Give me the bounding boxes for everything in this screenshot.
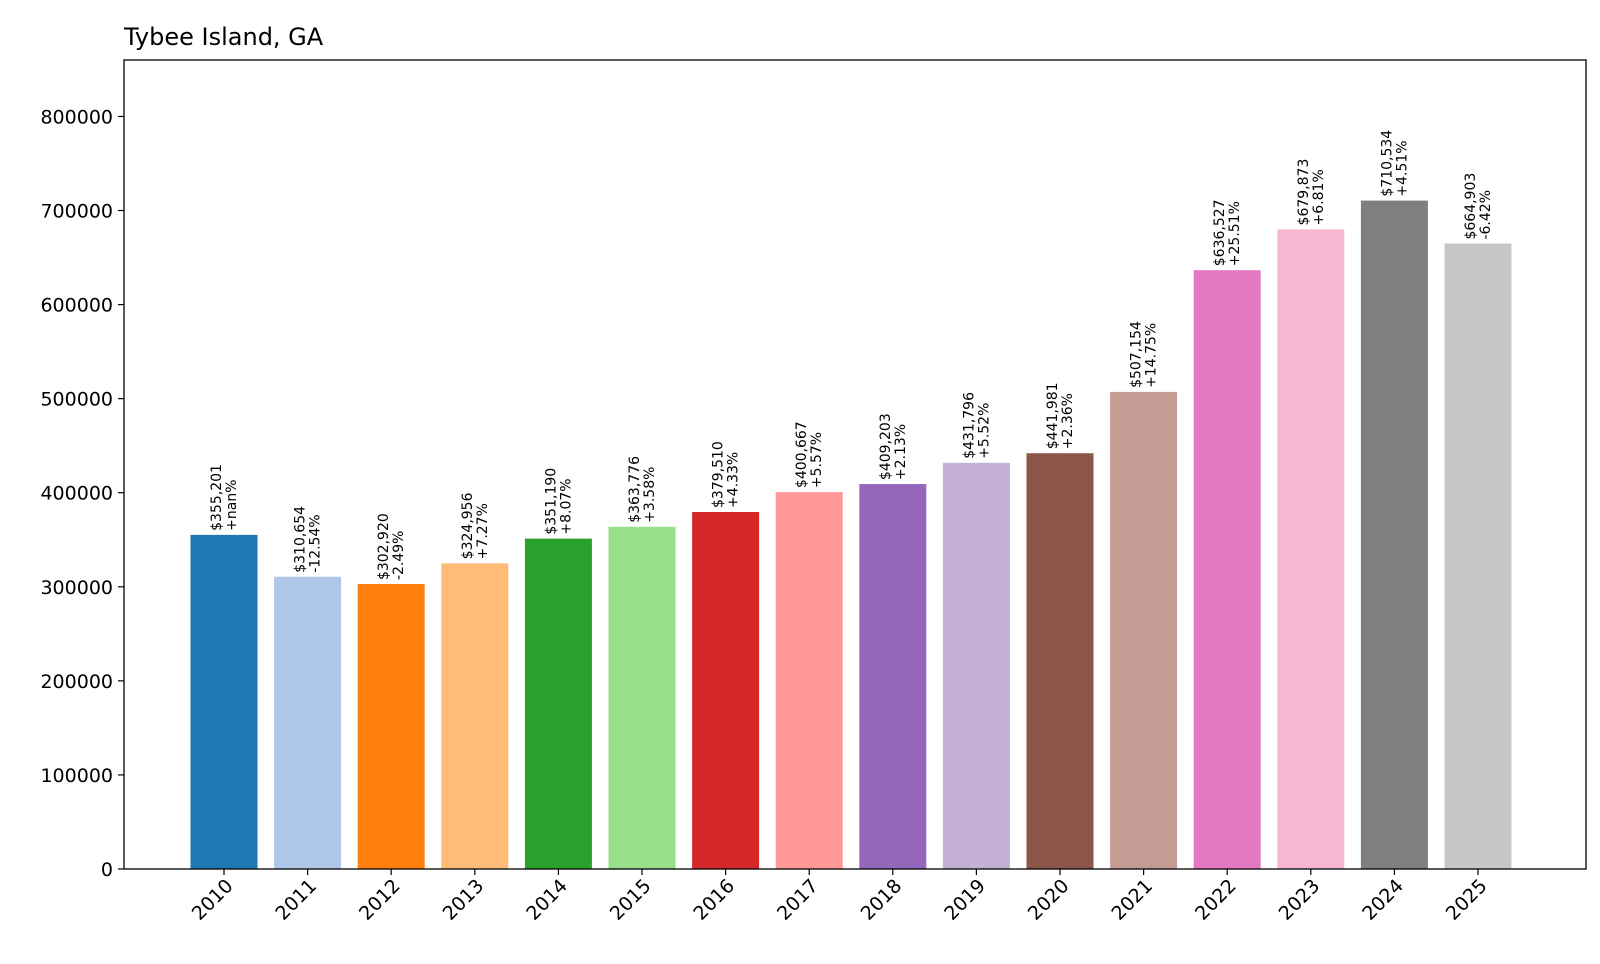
bar-change-label: +nan% [224, 480, 240, 531]
bar-value-label: $351,190 [543, 468, 559, 535]
bar-2017 [775, 492, 843, 869]
bar-value-label: $302,920 [376, 513, 392, 580]
bar-value-label: $507,154 [1129, 321, 1145, 388]
bar-2019 [942, 462, 1010, 869]
bar-2012 [357, 584, 425, 869]
bar-value-label: $400,667 [794, 421, 810, 488]
x-tick-label: 2015 [606, 875, 656, 925]
bar-value-label: $363,776 [627, 456, 643, 523]
x-tick-label: 2024 [1358, 875, 1408, 925]
x-tick-label: 2021 [1107, 875, 1157, 925]
bar-label-group-2025: $664,903 -6.42% [1463, 173, 1494, 240]
bar-value-label: $324,956 [460, 492, 476, 559]
bar-change-label: +4.33% [726, 452, 742, 508]
bar-2020 [1026, 453, 1094, 869]
y-tick-label: 500000 [40, 389, 113, 411]
bar-label-group-2024: $710,534 +4.51% [1379, 130, 1410, 197]
bar-value-label: $431,796 [961, 392, 977, 459]
plot-frame [123, 59, 1587, 870]
bar-2013 [441, 563, 509, 869]
bar-value-label: $310,654 [293, 506, 309, 573]
x-axis: 2010 2011 2012 2013 2014 2015 2016 2017 2018 2019… [188, 869, 1492, 925]
bar-change-label: -12.54% [308, 514, 324, 572]
bar-label-group-2012: $302,920 -2.49% [376, 513, 407, 580]
bar-label-group-2010: $355,201 +nan% [209, 464, 240, 531]
bar-change-label: -6.42% [1478, 190, 1494, 240]
bar-change-label: +14.75% [1144, 323, 1160, 388]
x-tick-label: 2019 [940, 875, 990, 925]
y-tick-label: 300000 [40, 577, 113, 599]
x-tick-label: 2014 [522, 875, 572, 925]
bar-label-group-2011: $310,654 -12.54% [293, 506, 324, 573]
bar-2018 [859, 484, 927, 869]
bar-change-label: +8.07% [558, 478, 574, 534]
x-tick-label: 2023 [1275, 875, 1325, 925]
bar-2024 [1360, 200, 1428, 870]
bar-label-group-2022: $636,527 +25.51% [1212, 199, 1243, 266]
bar-2021 [1110, 391, 1178, 869]
bar-label-group-2023: $679,873 +6.81% [1296, 159, 1327, 226]
bar-label-group-2015: $363,776 +3.58% [627, 456, 658, 523]
bar-change-label: +5.52% [976, 403, 992, 459]
bar-change-label: +4.51% [1394, 140, 1410, 196]
bar-label-group-2019: $431,796 +5.52% [961, 392, 992, 459]
y-tick-label: 0 [101, 859, 113, 881]
bar-value-label: $409,203 [878, 413, 894, 480]
bars-layer [190, 200, 1512, 870]
x-tick-label: 2012 [355, 875, 405, 925]
bar-change-label: +5.57% [809, 432, 825, 488]
y-tick-label: 800000 [40, 106, 113, 128]
bar-2016 [692, 511, 760, 869]
x-tick-label: 2011 [271, 875, 321, 925]
bar-change-label: +2.36% [1060, 393, 1076, 449]
y-tick-label: 200000 [40, 671, 113, 693]
x-tick-label: 2025 [1442, 875, 1492, 925]
chart-title: Tybee Island, GA [123, 23, 324, 51]
bar-2010 [190, 534, 258, 869]
bar-change-label: +3.58% [642, 467, 658, 523]
x-tick-label: 2020 [1024, 875, 1074, 925]
x-tick-label: 2017 [773, 875, 823, 925]
bar-change-label: +2.13% [893, 424, 909, 480]
bar-change-label: +25.51% [1227, 201, 1243, 266]
bar-labels-layer: $355,201 +nan% $310,654 -12.54% $302,920 -2.4… [209, 130, 1494, 580]
y-tick-label: 100000 [40, 765, 113, 787]
bar-value-label: $710,534 [1379, 130, 1395, 197]
bar-change-label: +7.27% [475, 503, 491, 559]
bar-value-label: $636,527 [1212, 199, 1228, 266]
y-axis: 0 100000 200000 300000 400000 500000 600000 700… [40, 106, 124, 881]
bar-label-group-2016: $379,510 +4.33% [711, 441, 742, 508]
bar-label-group-2013: $324,956 +7.27% [460, 492, 491, 559]
bar-2023 [1277, 229, 1345, 869]
x-tick-label: 2013 [439, 875, 489, 925]
bar-label-group-2018: $409,203 +2.13% [878, 413, 909, 480]
y-tick-label: 700000 [40, 201, 113, 223]
bar-label-group-2014: $351,190 +8.07% [543, 468, 574, 535]
x-tick-label: 2010 [188, 875, 238, 925]
bar-value-label: $679,873 [1296, 159, 1312, 226]
x-tick-label: 2016 [689, 875, 739, 925]
bar-2014 [524, 538, 592, 869]
bar-label-group-2021: $507,154 +14.75% [1129, 321, 1160, 388]
bar-value-label: $355,201 [209, 464, 225, 531]
bar-label-group-2017: $400,667 +5.57% [794, 421, 825, 488]
bar-value-label: $664,903 [1463, 173, 1479, 240]
y-tick-label: 600000 [40, 295, 113, 317]
bar-change-label: +6.81% [1311, 169, 1327, 225]
bar-label-group-2020: $441,981 +2.36% [1045, 382, 1076, 449]
x-tick-label: 2018 [857, 875, 907, 925]
bar-2015 [608, 526, 676, 869]
bar-value-label: $441,981 [1045, 382, 1061, 449]
bar-2011 [274, 576, 342, 869]
bar-2022 [1193, 270, 1261, 869]
bar-change-label: -2.49% [391, 531, 407, 581]
y-tick-label: 400000 [40, 483, 113, 505]
bar-2025 [1444, 243, 1512, 870]
x-tick-label: 2022 [1191, 875, 1241, 925]
bar-value-label: $379,510 [711, 441, 727, 508]
